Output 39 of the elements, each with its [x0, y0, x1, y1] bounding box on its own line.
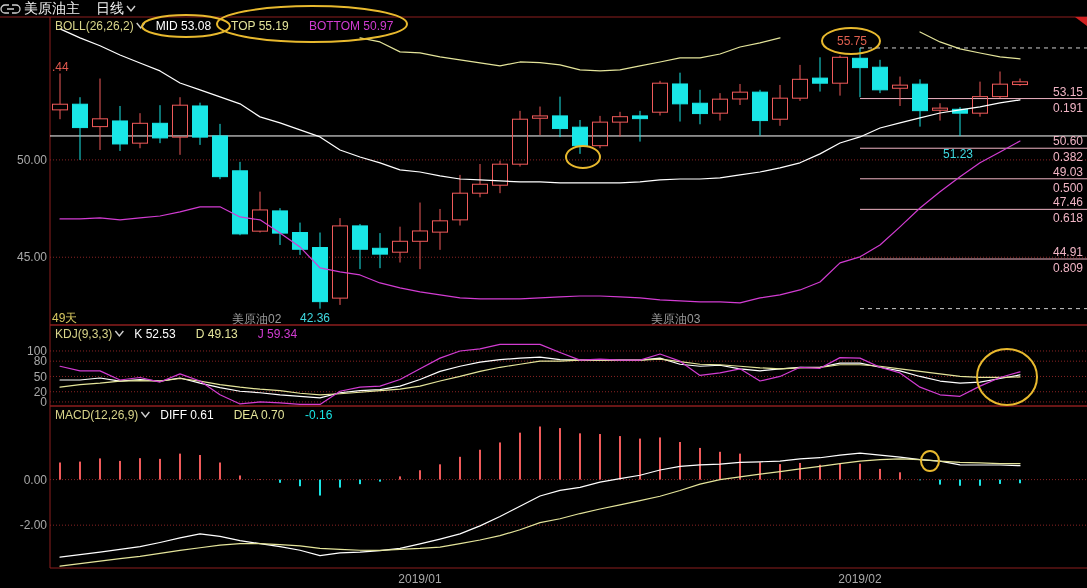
annotation: 49天	[52, 311, 78, 325]
annotation: 0.809	[1052, 261, 1084, 275]
ref-line-label: 50.60	[1052, 134, 1084, 149]
text: K 52.53	[134, 327, 177, 341]
text: -0.16	[305, 408, 333, 422]
annotation: 0.382	[1052, 150, 1084, 165]
text: DIFF 0.61	[160, 408, 215, 422]
chart-subtitle: 日线	[96, 0, 124, 16]
ref-line-label: 44.91	[1052, 245, 1084, 259]
text: J 59.34	[257, 327, 298, 341]
text: DEA 0.70	[233, 408, 285, 422]
annotation: 51.23	[942, 147, 974, 161]
annotation: 0.500	[1052, 180, 1084, 195]
legend-title: BOLL(26,26,2)	[55, 19, 134, 33]
y-tick-label: 50	[33, 369, 48, 384]
y-tick-label: 50.00	[16, 153, 48, 168]
legend-title: KDJ(9,3,3)	[55, 327, 113, 341]
y-tick-label: 80	[33, 354, 48, 369]
annotation: 美原油03	[651, 312, 701, 326]
y-tick-label: 0.00	[23, 472, 48, 487]
annotation: 42.36	[299, 311, 331, 325]
ref-line-label: 47.46	[1052, 195, 1084, 210]
text: BOTTOM 50.97	[308, 19, 394, 33]
y-tick-label: -2.00	[19, 518, 48, 533]
legend-title: MACD(12,26,9)	[55, 408, 139, 422]
x-tick-label: 2019/02	[838, 572, 883, 586]
ref-line-label: 53.15	[1052, 84, 1084, 99]
text: MID 53.08	[155, 19, 212, 33]
text: TOP 55.19	[231, 19, 289, 33]
y-tick-label: 45.00	[16, 250, 48, 265]
annotation: 0.618	[1052, 211, 1084, 226]
text: D 49.13	[195, 327, 239, 341]
chart-title: 美原油主	[24, 0, 80, 16]
x-tick-label: 2019/01	[398, 572, 443, 586]
annotation: 0.191	[1052, 100, 1084, 115]
annotation: 美原油02	[232, 312, 282, 326]
annotation: .44	[52, 60, 70, 74]
annotation: 55.75	[836, 34, 868, 48]
ref-line-label: 49.03	[1052, 164, 1084, 179]
